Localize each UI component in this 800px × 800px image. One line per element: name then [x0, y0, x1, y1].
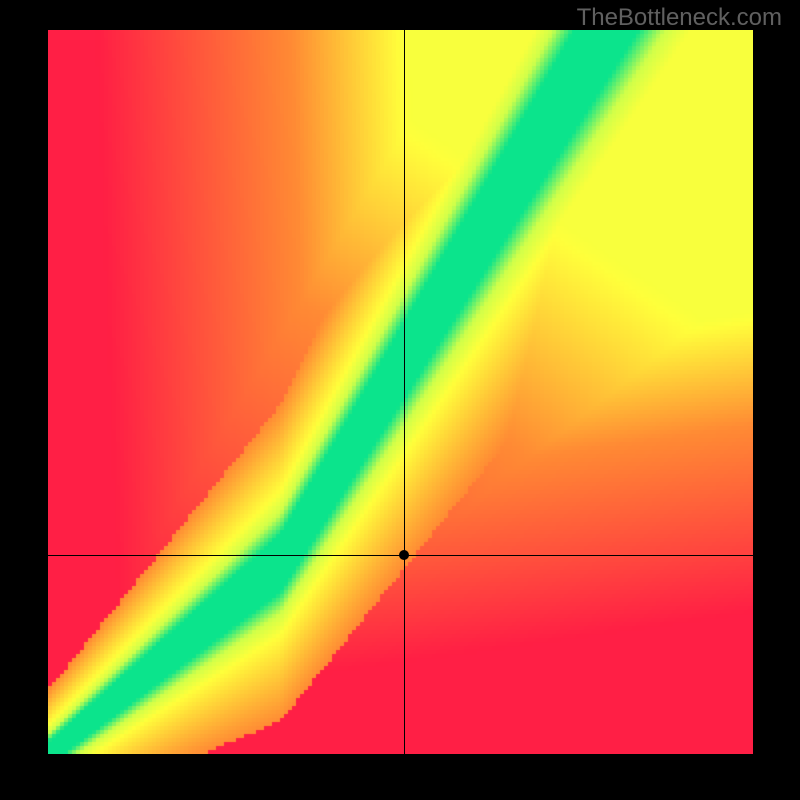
heatmap-plot: [48, 30, 753, 754]
crosshair-dot: [399, 550, 409, 560]
chart-container: TheBottleneck.com: [0, 0, 800, 800]
watermark-text: TheBottleneck.com: [577, 4, 782, 32]
heatmap-canvas: [48, 30, 753, 754]
crosshair-vertical: [404, 30, 405, 754]
